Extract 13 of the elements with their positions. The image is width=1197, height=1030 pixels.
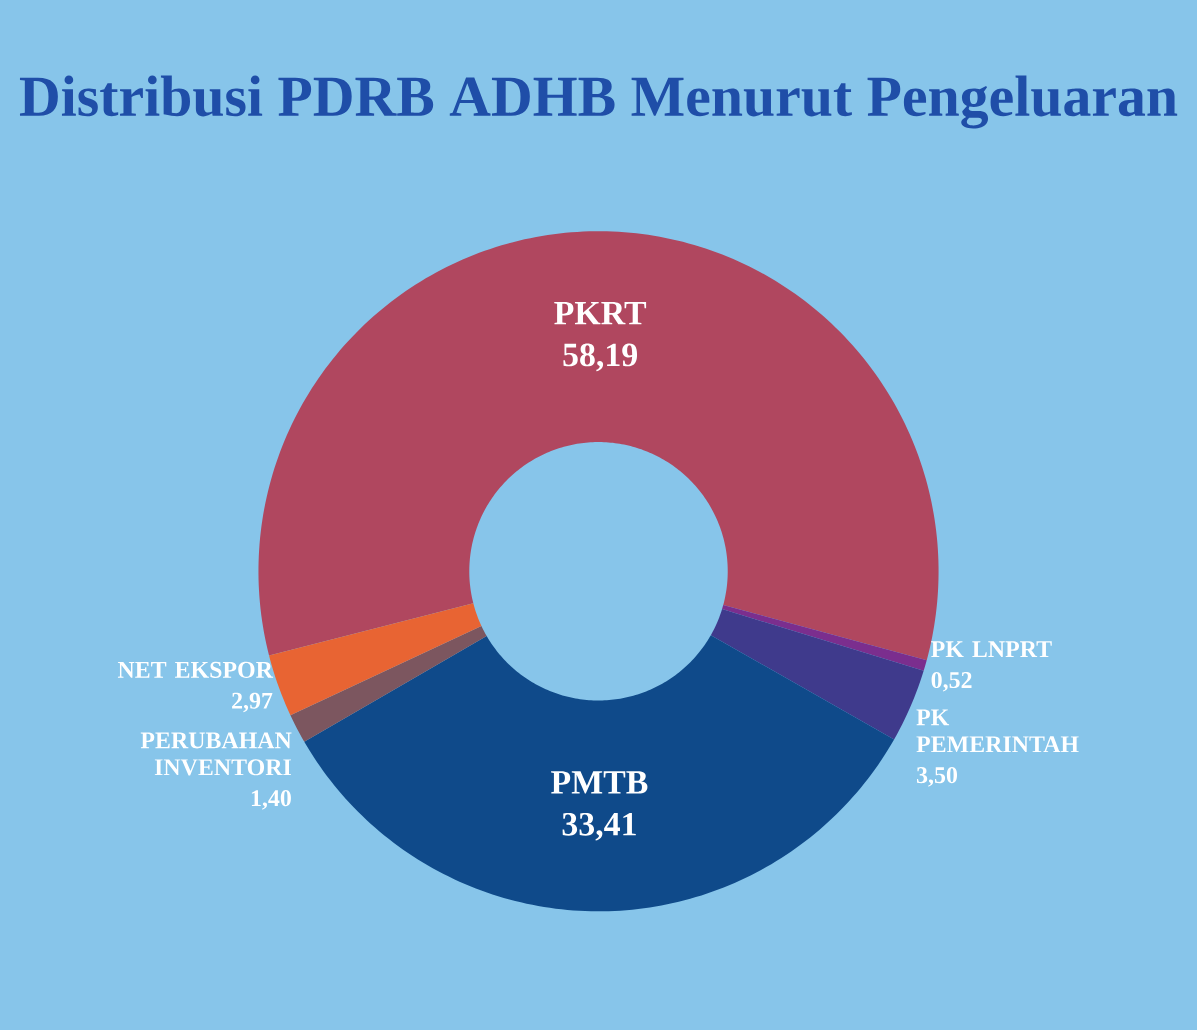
slice-label: NET EKSPOR: [117, 661, 274, 678]
slice-label: PMTB: [551, 771, 648, 794]
data-label: 3,50: [916, 766, 958, 787]
data-label: 1,40: [251, 789, 291, 810]
data-label: 2,97: [232, 692, 273, 713]
chart-title: Distribusi PDRB ADHB Menurut Pengeluaran: [19, 75, 1178, 129]
data-label: 58,19: [563, 343, 638, 372]
slice-label: PK LNPRT: [931, 641, 1052, 657]
slice-label: PKRT: [554, 301, 647, 325]
slice-label: PK PEMERINTAH: [916, 709, 1079, 752]
slice-label: PERUBAHAN INVENTORI: [140, 732, 292, 776]
data-label: 0,52: [931, 671, 972, 692]
data-label: 33,41: [562, 812, 636, 841]
